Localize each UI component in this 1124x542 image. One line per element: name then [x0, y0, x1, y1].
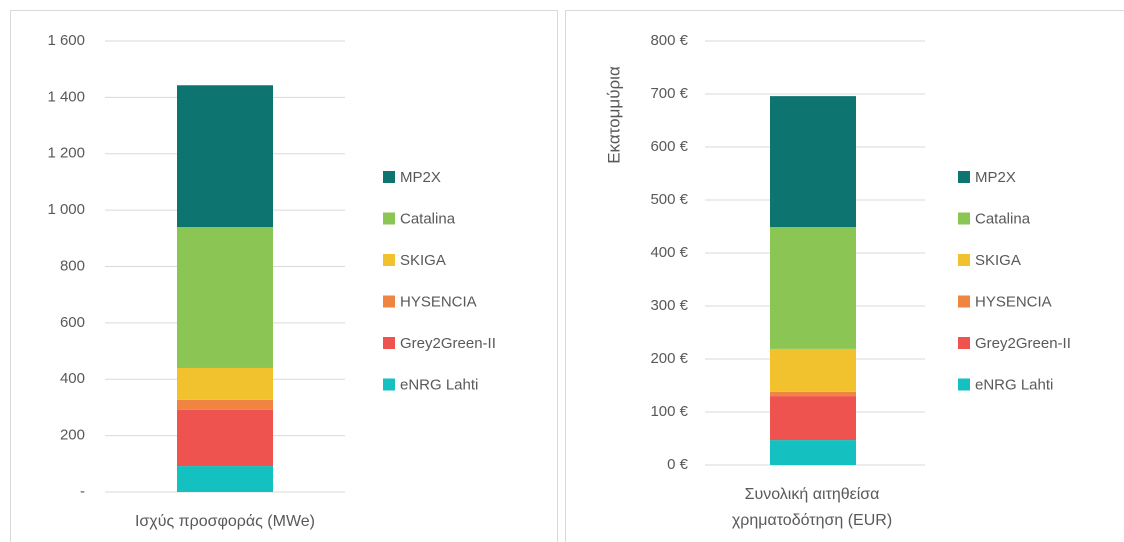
legend-label: SKIGA: [400, 252, 446, 269]
bar-segment: [770, 391, 856, 397]
legend-swatch: [383, 171, 395, 183]
legend-label: eNRG Lahti: [400, 376, 478, 393]
bar-segment: [177, 399, 273, 410]
y-tick-label: 1 200: [47, 145, 85, 162]
y-tick-label: 500 €: [650, 191, 688, 208]
legend-swatch: [383, 295, 395, 308]
bar-segment: [770, 396, 856, 441]
legend-label: MP2X: [400, 169, 441, 186]
bar-segment: [177, 227, 273, 368]
legend-swatch: [958, 378, 970, 391]
legend-label: Grey2Green-II: [400, 335, 496, 352]
y-axis-title: Εκατομμύρια: [604, 66, 623, 164]
legend-swatch: [958, 212, 970, 225]
legend-swatch: [383, 254, 395, 266]
y-tick-label: 1 400: [47, 88, 85, 105]
y-tick-label: 700 €: [650, 85, 688, 102]
panel: [10, 10, 558, 542]
bar-segment: [770, 96, 856, 228]
y-tick-label: 100 €: [650, 403, 688, 420]
y-tick-label: -: [80, 483, 85, 500]
bar-segment: [770, 440, 856, 465]
bar-segment: [177, 367, 273, 400]
legend-swatch: [958, 295, 970, 308]
legend-swatch: [958, 254, 970, 266]
y-tick-label: 800 €: [650, 32, 688, 49]
legend-label: Catalina: [975, 210, 1031, 227]
bar-segment: [177, 409, 273, 467]
y-tick-label: 600 €: [650, 138, 688, 155]
legend-swatch: [958, 171, 970, 183]
legend-swatch: [383, 378, 395, 391]
bar-segment: [177, 85, 273, 228]
legend-label: eNRG Lahti: [975, 376, 1053, 393]
x-category-label: Ισχύς προσφοράς (MWe): [134, 513, 315, 530]
x-category-label: Συνολική αιτηθείσα χρηματοδότηση (EUR): [731, 486, 893, 529]
bar-segment: [177, 466, 273, 492]
legend-label: MP2X: [975, 169, 1016, 186]
bar-segment: [770, 348, 856, 392]
y-tick-label: 400: [60, 370, 85, 387]
legend-swatch: [383, 337, 395, 349]
y-tick-label: 1 000: [47, 201, 85, 218]
legend-label: HYSENCIA: [975, 293, 1052, 310]
legend-label: Catalina: [400, 210, 456, 227]
y-tick-label: 200 €: [650, 350, 688, 367]
y-tick-label: 0 €: [667, 456, 689, 473]
y-tick-label: 300 €: [650, 297, 688, 314]
legend-swatch: [383, 212, 395, 225]
bar-segment: [770, 227, 856, 349]
panel: [565, 10, 1124, 542]
legend-label: HYSENCIA: [400, 293, 477, 310]
y-tick-label: 400 €: [650, 244, 688, 261]
legend-swatch: [958, 337, 970, 349]
legend-label: Grey2Green-II: [975, 335, 1071, 352]
y-tick-label: 800: [60, 257, 85, 274]
y-tick-label: 200: [60, 427, 85, 444]
y-tick-label: 600: [60, 314, 85, 331]
y-tick-label: 1 600: [47, 32, 85, 49]
legend-label: SKIGA: [975, 252, 1021, 269]
